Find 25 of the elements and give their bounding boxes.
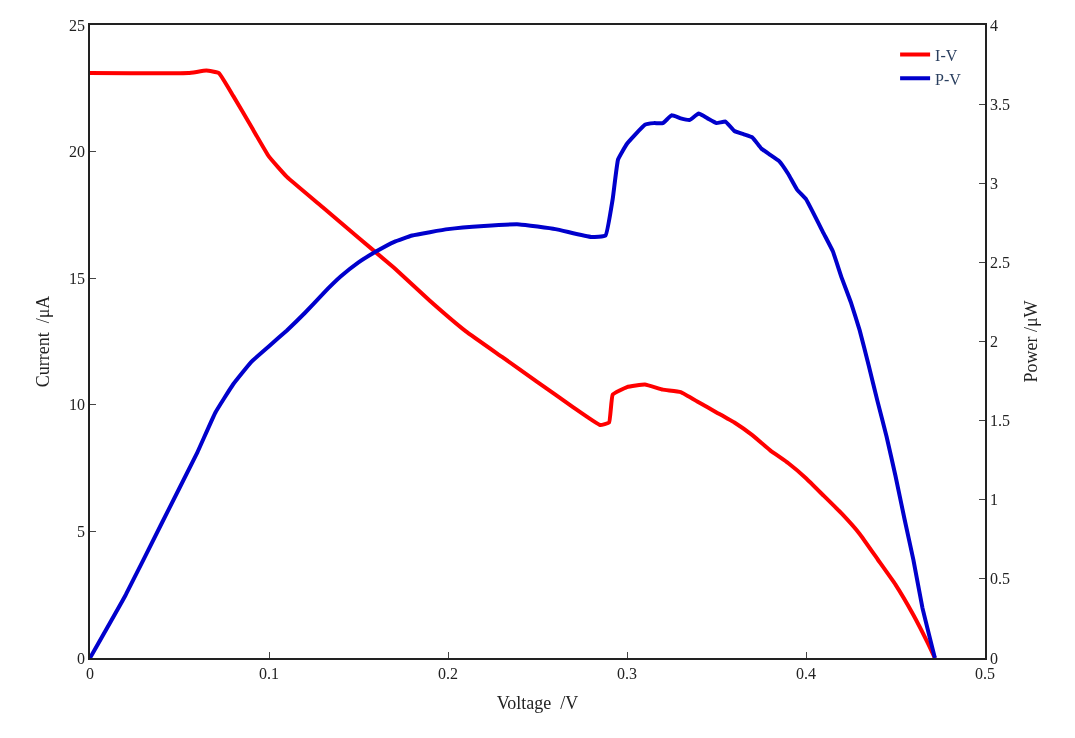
- y-tick-label: 20: [69, 143, 86, 161]
- y2-tick-label: 3: [989, 174, 998, 192]
- x-tick-label: 0.3: [617, 664, 637, 682]
- y-tick-label: 10: [69, 396, 86, 414]
- x-axis-title: Voltage /V: [496, 692, 579, 713]
- legend-label: P-V: [935, 70, 962, 88]
- x-tick-label: 0.4: [796, 664, 816, 682]
- y-tick-label: 15: [69, 269, 86, 287]
- y2-tick-label: 1.5: [989, 412, 1010, 430]
- x-tick-label: 0.2: [438, 664, 458, 682]
- y2-tick-label: 2: [989, 333, 998, 351]
- x-tick-label: 0.1: [259, 664, 279, 682]
- y2-tick-label: 0.5: [989, 570, 1010, 588]
- x-tick-label: 0.5: [975, 664, 995, 682]
- y-tick-label: 25: [69, 16, 86, 34]
- legend-label: I-V: [935, 46, 958, 64]
- y2-tick-label: 0: [989, 649, 998, 667]
- y2-tick-label: 3.5: [989, 95, 1010, 113]
- y-tick-label: 0: [77, 649, 86, 667]
- y2-tick-label: 4: [989, 16, 998, 34]
- y-axis-title: Current /μA: [32, 295, 53, 388]
- y2-tick-label: 1: [989, 491, 998, 509]
- y2-tick-label: 2.5: [989, 253, 1010, 271]
- y2-axis-title: Power /μW: [1020, 300, 1041, 383]
- y-tick-label: 5: [77, 523, 86, 540]
